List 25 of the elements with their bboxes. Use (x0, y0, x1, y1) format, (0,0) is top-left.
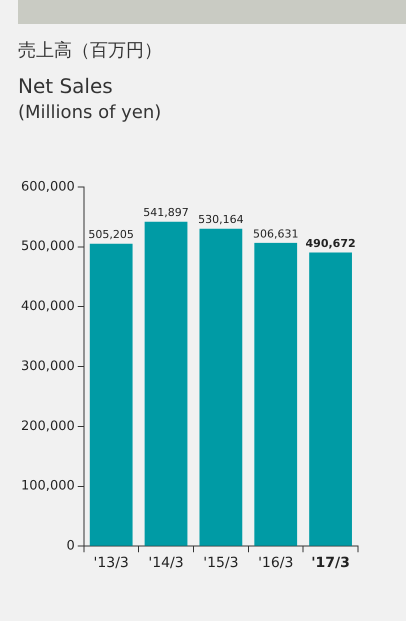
bar (254, 242, 298, 546)
data-label: 490,672 (306, 236, 356, 250)
bar (90, 244, 133, 546)
chart-title: 売上高（百万円） (18, 39, 162, 62)
data-label: 506,631 (252, 227, 298, 240)
y-tick-label: 200,000 (20, 418, 75, 434)
y-tick-label: 0 (66, 538, 75, 554)
y-axis-title: (Millions of yen) (18, 102, 162, 123)
x-tick-label: '16/3 (258, 555, 294, 572)
bar (199, 228, 242, 546)
y-tick-label: 300,000 (20, 358, 75, 374)
x-tick-label: '15/3 (203, 555, 239, 572)
data-label: 530,164 (198, 213, 244, 226)
y-tick-label: 600,000 (20, 179, 75, 194)
y-tick-label: 100,000 (20, 478, 75, 494)
x-tick-label: '13/3 (94, 555, 129, 572)
x-tick-label: '14/3 (148, 555, 184, 572)
data-label: 541,897 (143, 206, 189, 220)
data-label: 505,205 (88, 228, 134, 242)
chart-subtitle: Net Sales (18, 74, 113, 98)
y-tick-label: 500,000 (20, 239, 75, 254)
bar (309, 252, 352, 546)
bar (144, 222, 188, 546)
x-tick-label: '17/3 (311, 555, 350, 572)
y-tick-label: 400,000 (20, 299, 75, 314)
